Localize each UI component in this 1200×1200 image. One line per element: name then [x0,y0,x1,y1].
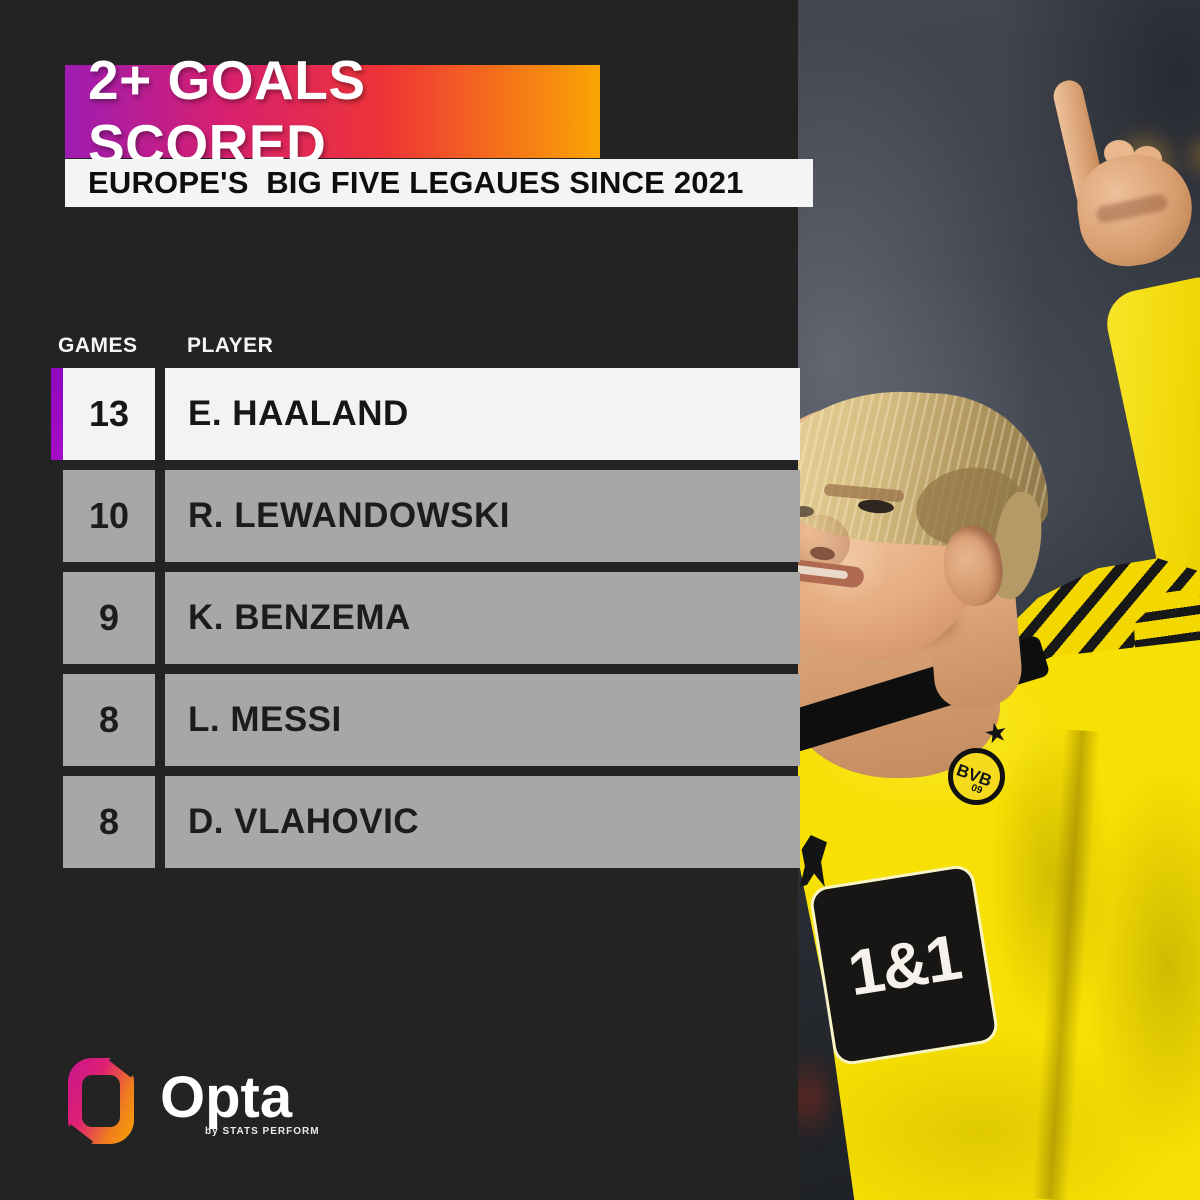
opta-logo-subtext: by STATS PERFORM [205,1126,320,1137]
opta-brand: Opta by STATS PERFORM [64,1052,388,1166]
shirt-sponsor-text: 1&1 [843,920,965,1010]
accent-bar-placeholder [51,776,63,868]
title-banner: 2+ GOALS SCORED [65,49,600,175]
accent-bar-placeholder [51,470,63,562]
cell-gap [155,572,165,664]
page-subtitle: EUROPE'S BIG FIVE LEGAUES SINCE 2021 [88,165,744,200]
club-star-icon: ★ [981,715,1011,751]
player-name: L. MESSI [165,674,800,766]
games-value: 13 [63,368,155,460]
opta-logo-text: Opta [160,1065,293,1130]
shirt-sponsor-patch: 1&1 [811,866,997,1064]
table-row: 8 L. MESSI [51,674,800,766]
cell-gap [155,368,165,460]
bokeh-light [1182,128,1200,184]
table-row: 8 D. VLAHOVIC [51,776,800,868]
far-eye [798,506,814,517]
page-title: 2+ GOALS SCORED [88,48,366,175]
player-name: E. HAALAND [165,368,800,460]
highlight-accent-bar [51,368,63,460]
opta-logo-notch [108,1052,138,1078]
games-value: 8 [63,776,155,868]
table-row: 13 E. HAALAND [51,368,800,460]
bvb-badge-number: 09 [969,782,984,797]
accent-bar-placeholder [51,674,63,766]
cell-gap [155,470,165,562]
accent-bar-placeholder [51,572,63,664]
subtitle-banner: EUROPE'S BIG FIVE LEGAUES SINCE 2021 [65,159,813,207]
opta-logo-icon [64,1052,138,1150]
table-row: 10 R. LEWANDOWSKI [51,470,800,562]
table-row: 9 K. BENZEMA [51,572,800,664]
cell-gap [155,674,165,766]
column-header-games: GAMES [58,334,138,357]
stats-table: 13 E. HAALAND 10 R. LEWANDOWSKI 9 K. BEN… [51,368,800,878]
opta-logo-notch [64,1124,94,1150]
bvb-badge: BVB 09 [948,748,1005,805]
player-name: K. BENZEMA [165,572,800,664]
opta-logo-hole [82,1075,120,1127]
games-value: 10 [63,470,155,562]
games-value: 9 [63,572,155,664]
games-value: 8 [63,674,155,766]
player-name: D. VLAHOVIC [165,776,800,868]
player-photo: ★ BVB 09 1&1 [798,0,1200,1200]
player-name: R. LEWANDOWSKI [165,470,800,562]
cell-gap [155,776,165,868]
column-header-player: PLAYER [187,334,274,357]
